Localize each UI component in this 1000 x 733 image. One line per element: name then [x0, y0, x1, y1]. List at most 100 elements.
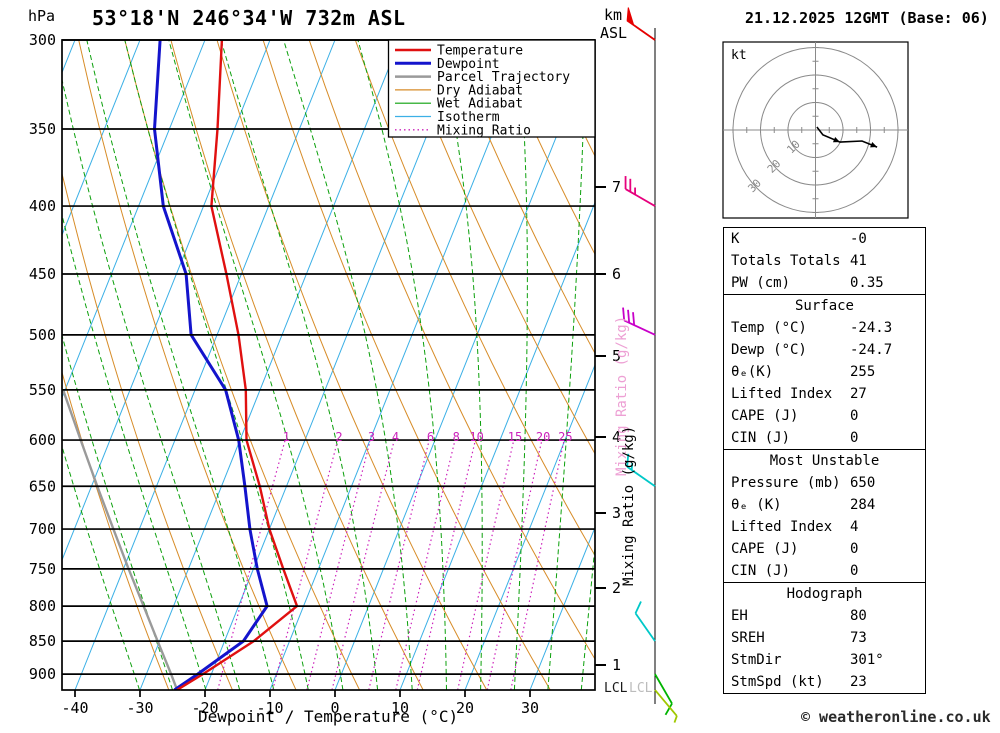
- pressure-tick-label: 650: [29, 477, 56, 495]
- table-row-value: 284: [850, 497, 876, 513]
- table-row-label: PW (cm): [731, 275, 791, 291]
- legend-label: Temperature: [437, 44, 523, 59]
- lcl-marker-shadow: LCL: [629, 681, 653, 696]
- pressure-tick-label: 450: [29, 265, 56, 283]
- pressure-tick-label: 900: [29, 665, 56, 683]
- pressure-tick-label: 600: [29, 431, 56, 449]
- temp-tick-label: -30: [126, 699, 153, 717]
- dry-adiabat-line: [62, 171, 233, 690]
- table-row-value: 301°: [850, 652, 884, 668]
- temp-tick-label: -10: [256, 699, 283, 717]
- table-row: θₑ (K) 284: [724, 494, 925, 516]
- table-row-label: Dewp (°C): [731, 342, 807, 358]
- table-row-value: 0: [850, 430, 859, 446]
- skewt-grid: [0, 40, 595, 690]
- hodograph-unit-label: kt: [731, 48, 747, 63]
- table-row-value: -24.3: [850, 320, 893, 336]
- wet-adiabat-line: [220, 40, 379, 690]
- isotherm-line: [0, 40, 10, 690]
- km-tick-label: 3: [612, 504, 621, 522]
- table-row-label: Totals Totals: [731, 253, 841, 269]
- wet-adiabat-line: [62, 333, 173, 690]
- hodograph-ring: [732, 47, 899, 213]
- table-row: Temp (°C) -24.3: [724, 317, 925, 339]
- pressure-tick-label: 550: [29, 381, 56, 399]
- pressure-tick-label: 750: [29, 560, 56, 578]
- dry-adiabat-line: [124, 40, 360, 690]
- hodograph-ring: [787, 102, 844, 158]
- table-row: PW (cm) 0.35: [724, 272, 925, 294]
- km-tick-label: 1: [612, 656, 621, 674]
- table-row-value: 4: [850, 519, 859, 535]
- table-row-label: SREH: [731, 630, 765, 646]
- table-row-value: 0: [850, 541, 859, 557]
- mixing-ratio-axis-label: Mixing Ratio (g/kg): [621, 425, 637, 586]
- table-row-label: Lifted Index: [731, 519, 833, 535]
- isotherm-line: [62, 40, 206, 399]
- wet-adiabat-line: [439, 40, 483, 690]
- table-row: SREH 73: [724, 627, 925, 649]
- table-row: EH 80: [724, 605, 925, 627]
- copyright: © weatheronline.co.uk: [801, 708, 991, 726]
- dry-adiabat-line: [308, 40, 595, 661]
- table-row-label: Pressure (mb): [731, 475, 841, 491]
- table-row-value: 27: [850, 386, 867, 402]
- legend-label: Parcel Trajectory: [437, 70, 570, 85]
- chart-frame: [61, 39, 596, 691]
- run-datetime: 21.12.2025 12GMT (Base: 06): [745, 9, 989, 27]
- isotherm-line: [269, 40, 531, 690]
- table-row: StmSpd (kt) 23: [724, 671, 925, 693]
- table-section: K -0 Totals Totals 41 PW (cm) 0.35: [723, 227, 926, 295]
- table-row: Lifted Index 4: [724, 516, 925, 538]
- table-row-label: StmSpd (kt): [731, 674, 824, 690]
- wet-adiabat-line: [124, 40, 309, 690]
- pressure-tick-label: 350: [29, 120, 56, 138]
- isotherm-line: [139, 40, 401, 690]
- dry-adiabat-line: [62, 370, 170, 690]
- wet-adiabat-line: [357, 40, 447, 690]
- table-row: θₑ(K) 255: [724, 361, 925, 383]
- dry-adiabat-line: [78, 40, 297, 690]
- table-section: Surface Temp (°C) -24.3 Dewp (°C) -24.7 θₑ(K)…: [723, 294, 926, 450]
- table-row-value: 23: [850, 674, 867, 690]
- pressure-tick-label: 700: [29, 520, 56, 538]
- sounding-trace: [153, 40, 269, 690]
- mixing-ratio-line: [217, 439, 286, 690]
- legend-label: Wet Adiabat: [437, 97, 523, 112]
- temp-tick-label: 10: [391, 699, 409, 717]
- mixing-ratio-label: 3: [368, 430, 375, 444]
- table-row: CAPE (J) 0: [724, 538, 925, 560]
- hodograph-arrow: [832, 136, 840, 143]
- hodograph-ring: [760, 74, 871, 186]
- km-tick-label: 7: [612, 178, 621, 196]
- dry-adiabat-line: [400, 40, 595, 455]
- table-row-value: 650: [850, 475, 876, 491]
- wind-barb: [626, 7, 656, 41]
- wind-barb: [626, 453, 656, 488]
- table-row-value: 80: [850, 608, 867, 624]
- table-row-label: StmDir: [731, 652, 782, 668]
- table-row-value: 0.35: [850, 275, 884, 291]
- table-row: Totals Totals 41: [724, 250, 925, 272]
- table-row: CIN (J) 0: [724, 427, 925, 449]
- table-row-label: CIN (J): [731, 563, 791, 579]
- pressure-tick-label: 500: [29, 326, 56, 344]
- table-section-header: Surface: [794, 298, 854, 314]
- mixing-ratio-label: 20: [536, 430, 550, 444]
- dry-adiabat-line: [170, 40, 424, 690]
- wind-barb: [654, 689, 678, 723]
- mixing-ratio-label: 25: [558, 430, 572, 444]
- temp-tick-label: -20: [191, 699, 218, 717]
- dry-adiabat-line: [354, 40, 595, 557]
- legend-label: Dry Adiabat: [437, 83, 523, 98]
- pressure-axis-unit: hPa: [28, 7, 56, 25]
- wet-adiabat-line: [168, 40, 344, 690]
- wet-adiabat-line: [62, 213, 207, 690]
- km-tick-label: 4: [612, 428, 621, 446]
- pressure-tick-label: 800: [29, 597, 56, 615]
- table-row: Dewp (°C) -24.7: [724, 339, 925, 361]
- wet-adiabat-line: [62, 444, 140, 690]
